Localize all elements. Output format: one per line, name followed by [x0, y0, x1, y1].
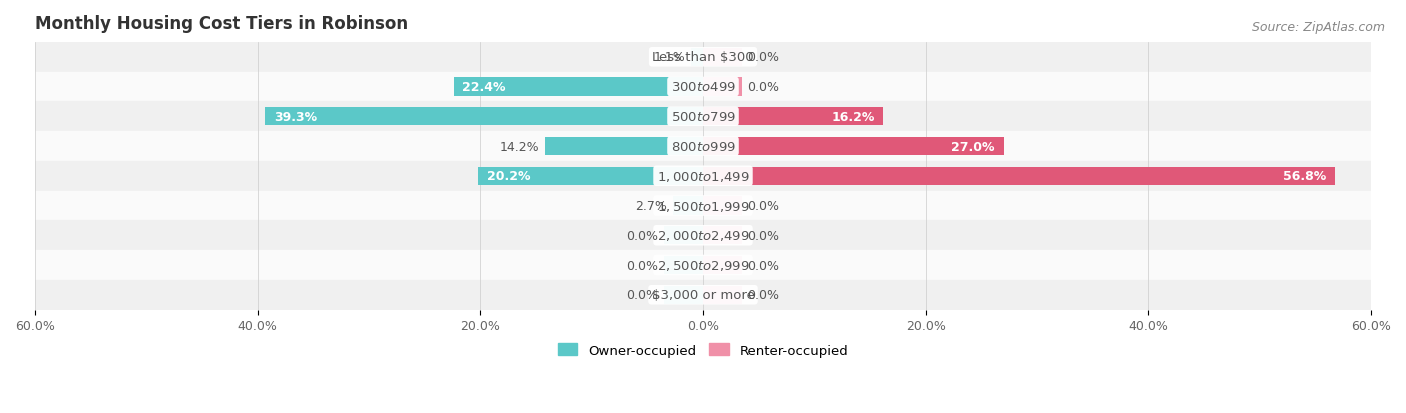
Bar: [703, 48, 742, 67]
Bar: [35, 102, 1371, 132]
Text: $1,500 to $1,999: $1,500 to $1,999: [657, 199, 749, 213]
Text: 0.0%: 0.0%: [748, 51, 779, 64]
Text: $800 to $999: $800 to $999: [671, 140, 735, 153]
Bar: [35, 43, 1371, 72]
Bar: [673, 197, 703, 215]
Text: 16.2%: 16.2%: [831, 111, 875, 123]
Text: 0.0%: 0.0%: [748, 289, 779, 301]
Text: 0.0%: 0.0%: [627, 259, 658, 272]
Text: 0.0%: 0.0%: [748, 199, 779, 213]
Bar: [703, 256, 742, 275]
Bar: [664, 226, 703, 245]
Bar: [35, 72, 1371, 102]
Bar: [690, 48, 703, 67]
Text: 56.8%: 56.8%: [1284, 170, 1326, 183]
Bar: [703, 226, 742, 245]
Text: $300 to $499: $300 to $499: [671, 81, 735, 94]
Text: Less than $300: Less than $300: [652, 51, 754, 64]
Bar: [546, 138, 703, 156]
Text: 22.4%: 22.4%: [463, 81, 506, 94]
Bar: [478, 167, 703, 185]
Bar: [35, 251, 1371, 280]
Bar: [35, 191, 1371, 221]
Text: Monthly Housing Cost Tiers in Robinson: Monthly Housing Cost Tiers in Robinson: [35, 15, 408, 33]
Legend: Owner-occupied, Renter-occupied: Owner-occupied, Renter-occupied: [553, 338, 853, 362]
Text: 0.0%: 0.0%: [627, 289, 658, 301]
Bar: [703, 197, 742, 215]
Bar: [664, 256, 703, 275]
Text: 2.7%: 2.7%: [636, 199, 668, 213]
Bar: [266, 108, 703, 126]
Text: 27.0%: 27.0%: [952, 140, 994, 153]
Text: Source: ZipAtlas.com: Source: ZipAtlas.com: [1251, 21, 1385, 33]
Text: $2,500 to $2,999: $2,500 to $2,999: [657, 259, 749, 272]
Text: 1.1%: 1.1%: [654, 51, 685, 64]
Text: 0.0%: 0.0%: [748, 259, 779, 272]
Bar: [35, 161, 1371, 191]
Text: $500 to $799: $500 to $799: [671, 111, 735, 123]
Text: $1,000 to $1,499: $1,000 to $1,499: [657, 169, 749, 183]
Text: $3,000 or more: $3,000 or more: [651, 289, 755, 301]
Text: 39.3%: 39.3%: [274, 111, 318, 123]
Text: 20.2%: 20.2%: [486, 170, 530, 183]
Bar: [35, 221, 1371, 251]
Bar: [703, 138, 1004, 156]
Text: 0.0%: 0.0%: [748, 229, 779, 242]
Bar: [703, 286, 742, 304]
Bar: [703, 108, 883, 126]
Bar: [703, 78, 742, 97]
Text: 14.2%: 14.2%: [499, 140, 540, 153]
Bar: [454, 78, 703, 97]
Text: $2,000 to $2,499: $2,000 to $2,499: [657, 229, 749, 243]
Bar: [35, 280, 1371, 310]
Bar: [664, 286, 703, 304]
Bar: [703, 167, 1336, 185]
Text: 0.0%: 0.0%: [748, 81, 779, 94]
Bar: [35, 132, 1371, 161]
Text: 0.0%: 0.0%: [627, 229, 658, 242]
